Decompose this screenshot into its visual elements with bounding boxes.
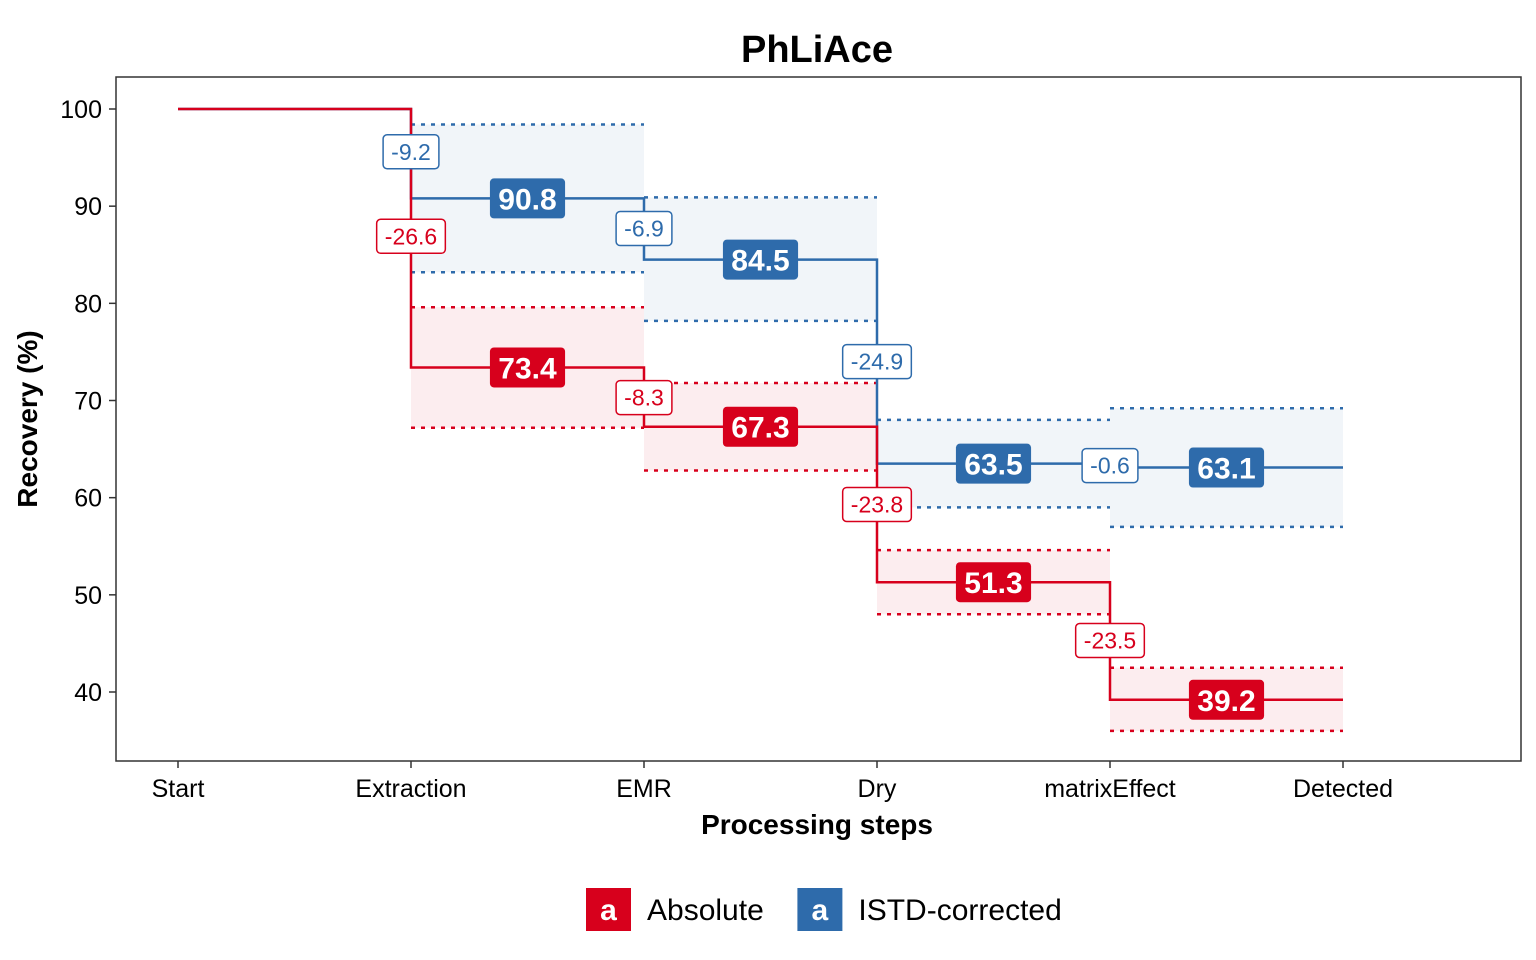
legend-key <box>797 888 843 931</box>
x-tick-label: EMR <box>616 775 672 803</box>
change-label-box <box>615 210 673 247</box>
legend-item: a Absolute <box>586 888 764 931</box>
absolute-change-label: -26.6 <box>375 218 447 255</box>
value-label-text: 63.5 <box>964 449 1022 482</box>
change-label-box <box>1074 622 1146 659</box>
y-axis: 40 50 60 70 80 90 100 <box>60 96 116 707</box>
absolute-value-label: 67.3 <box>722 406 799 447</box>
value-labels: 90.8 84.5 63.5 63.1 73.4 67.3 51.3 39.2 -9.2 -6.9… <box>375 134 1265 720</box>
legend-item: a ISTD-corrected <box>797 888 1062 931</box>
x-tick-label: Detected <box>1293 775 1393 803</box>
y-tick-label: 60 <box>74 485 102 513</box>
legend-label: ISTD-corrected <box>858 894 1061 927</box>
chart-title: PhLiAce <box>741 29 893 71</box>
value-label-text: 63.1 <box>1197 453 1255 486</box>
istd-corrected-change-label: -9.2 <box>382 134 440 170</box>
x-axis-title: Processing steps <box>701 809 933 840</box>
y-tick-label: 70 <box>74 388 102 416</box>
y-tick-label: 40 <box>74 679 102 707</box>
legend-label: Absolute <box>647 894 764 927</box>
x-tick-label: Start <box>152 775 205 803</box>
legend-key-letter: a <box>600 894 617 927</box>
legend: a Absolute a ISTD-corrected <box>586 888 1062 931</box>
istd-corrected-value-label: 84.5 <box>722 239 799 280</box>
value-label-box <box>955 443 1032 484</box>
istd-corrected-value-label: 63.5 <box>955 443 1032 484</box>
x-axis: Start Extraction EMR Dry matrixEffect Detecte… <box>152 761 1393 803</box>
change-label-box <box>615 379 673 416</box>
change-label-box <box>841 486 913 523</box>
y-axis-title: Recovery (%) <box>12 330 43 507</box>
change-label-text: -6.9 <box>624 216 664 242</box>
value-label-text: 73.4 <box>498 352 557 385</box>
change-label-text: -24.9 <box>851 349 903 375</box>
x-tick-label: Dry <box>858 775 897 803</box>
absolute-value-label: 73.4 <box>489 347 566 388</box>
value-label-text: 51.3 <box>964 567 1022 600</box>
istd-corrected-value-label: 90.8 <box>489 178 566 219</box>
y-tick-label: 50 <box>74 582 102 610</box>
change-label-text: -8.3 <box>624 385 664 411</box>
change-label-box <box>841 343 913 380</box>
change-label-text: -23.8 <box>851 491 903 517</box>
y-tick-label: 80 <box>74 290 102 318</box>
istd-corrected-change-label: -24.9 <box>841 343 913 380</box>
change-label-text: -23.5 <box>1084 628 1136 654</box>
x-tick-label: Extraction <box>355 775 466 803</box>
value-label-text: 90.8 <box>498 183 556 216</box>
absolute-change-label: -23.8 <box>841 486 913 523</box>
value-label-box <box>722 239 799 280</box>
value-label-box <box>955 562 1032 603</box>
plot-panel-border <box>115 76 1522 762</box>
istd-corrected-value-label: 63.1 <box>1188 447 1265 488</box>
istd-corrected-change-label: -6.9 <box>615 210 673 247</box>
change-label-box <box>382 134 440 170</box>
absolute-change-label: -8.3 <box>615 379 673 416</box>
change-label-text: -9.2 <box>391 139 431 165</box>
change-label-box <box>1081 447 1139 484</box>
value-label-text: 84.5 <box>731 245 789 278</box>
istd-corrected-change-label: -0.6 <box>1081 447 1139 484</box>
absolute-value-label: 39.2 <box>1188 679 1265 720</box>
value-label-box <box>489 178 566 219</box>
value-label-text: 67.3 <box>731 412 789 445</box>
change-label-box <box>375 218 447 255</box>
value-label-box <box>1188 447 1265 488</box>
legend-key <box>586 888 631 931</box>
value-label-box <box>489 347 566 388</box>
absolute-value-label: 51.3 <box>955 562 1032 603</box>
value-label-text: 39.2 <box>1197 685 1255 718</box>
value-label-box <box>722 406 799 447</box>
change-label-text: -26.6 <box>385 223 437 249</box>
change-label-text: -0.6 <box>1090 453 1130 479</box>
y-tick-label: 100 <box>60 96 102 124</box>
legend-key-letter: a <box>812 894 829 927</box>
x-tick-label: matrixEffect <box>1044 775 1176 803</box>
value-label-box <box>1188 679 1265 720</box>
y-tick-label: 90 <box>74 193 102 221</box>
absolute-change-label: -23.5 <box>1074 622 1146 659</box>
